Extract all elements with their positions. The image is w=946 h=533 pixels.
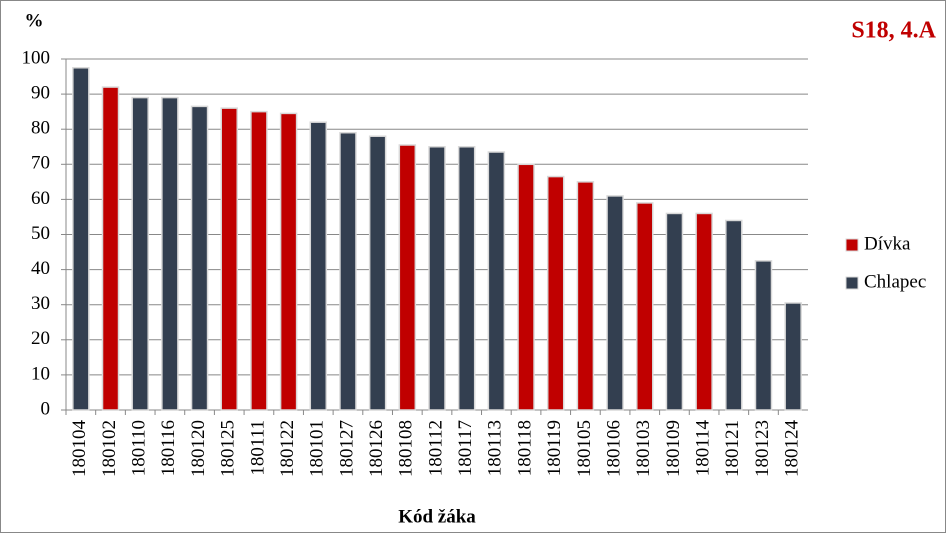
bar xyxy=(725,219,743,411)
bar xyxy=(695,212,713,411)
x-axis-label: Kód žáka xyxy=(398,506,476,527)
y-tick-label: 100 xyxy=(22,47,51,68)
legend-swatch xyxy=(845,238,859,252)
bar xyxy=(309,121,328,411)
legend-label: Dívka xyxy=(864,233,911,254)
x-tick-label: 180120 xyxy=(188,420,209,477)
y-tick-label: 30 xyxy=(31,293,50,314)
y-tick-label: 70 xyxy=(31,153,50,174)
y-axis-label: % xyxy=(25,10,44,31)
x-tick-label: 180106 xyxy=(603,420,624,477)
bar xyxy=(665,212,684,411)
bar xyxy=(606,195,624,411)
bar xyxy=(517,163,535,411)
x-tick-label: 180119 xyxy=(544,420,565,476)
x-tick-label: 180109 xyxy=(663,420,684,477)
x-tick-label: 180104 xyxy=(69,420,90,478)
legend-swatch xyxy=(845,276,859,290)
x-tick-label: 180127 xyxy=(336,420,357,477)
bar xyxy=(339,131,357,411)
chart-title: S18, 4.A xyxy=(851,18,936,44)
x-tick-label: 180123 xyxy=(752,420,773,477)
bar xyxy=(190,105,209,411)
x-tick-label: 180113 xyxy=(485,420,506,476)
bar xyxy=(250,110,268,411)
bar xyxy=(220,107,238,411)
x-tick-label: 180125 xyxy=(218,420,239,477)
bar xyxy=(368,135,387,411)
x-tick-label: 180102 xyxy=(99,420,120,477)
bar xyxy=(754,260,773,411)
x-tick-label: 180116 xyxy=(158,420,179,476)
y-tick-label: 60 xyxy=(31,188,50,209)
x-tick-label: 180112 xyxy=(425,420,446,476)
y-tick-label: 40 xyxy=(31,258,50,279)
x-tick-label: 180118 xyxy=(514,420,535,476)
y-tick-label: 10 xyxy=(31,363,50,384)
bar xyxy=(457,146,476,411)
y-tick-label: 80 xyxy=(31,118,50,139)
x-tick-label: 180101 xyxy=(307,420,328,477)
bar xyxy=(487,151,506,411)
bar xyxy=(101,86,120,411)
x-tick-label: 180124 xyxy=(782,420,803,478)
x-tick-label: 180108 xyxy=(396,420,417,477)
y-tick-label: 50 xyxy=(31,223,50,244)
x-tick-label: 180105 xyxy=(574,420,595,477)
x-tick-label: 180114 xyxy=(692,420,713,477)
x-tick-label: 180121 xyxy=(722,420,743,477)
x-tick-label: 180110 xyxy=(129,420,150,476)
x-tick-label: 180126 xyxy=(366,420,387,477)
bar xyxy=(576,181,595,411)
bar xyxy=(398,144,417,411)
bar xyxy=(784,302,802,411)
bar xyxy=(131,96,149,411)
x-tick-label: 180122 xyxy=(277,420,298,477)
bar xyxy=(428,146,446,411)
y-tick-label: 0 xyxy=(41,398,51,419)
x-tick-label: 180117 xyxy=(455,420,476,476)
bar xyxy=(161,96,179,411)
bar xyxy=(72,67,90,411)
bar xyxy=(636,202,654,411)
x-tick-label: 180103 xyxy=(633,420,654,477)
y-tick-label: 90 xyxy=(31,82,50,103)
y-tick-label: 20 xyxy=(31,328,50,349)
bar xyxy=(279,112,298,411)
x-tick-label: 180111 xyxy=(247,420,268,476)
bar xyxy=(546,175,565,411)
legend-label: Chlapec xyxy=(864,271,926,292)
